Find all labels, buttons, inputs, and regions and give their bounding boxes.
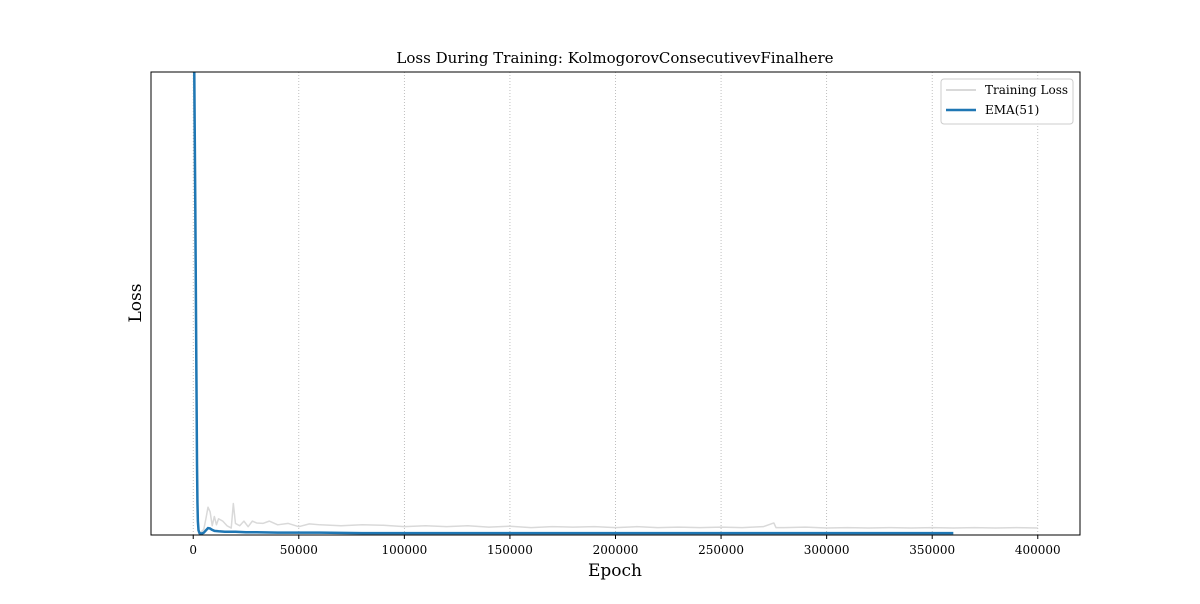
x-tick-label: 250000: [698, 543, 744, 557]
x-tick-label: 100000: [381, 543, 427, 557]
x-tick-label: 200000: [593, 543, 639, 557]
series-line-ema: [193, 72, 954, 535]
series-layer: [192, 72, 1038, 535]
x-tick-label: 0: [189, 543, 197, 557]
x-axis-ticks: 0 50000 100000 150000 200000 250000 300000 3500…: [189, 535, 1061, 557]
x-tick-label: 350000: [909, 543, 955, 557]
x-tick-label: 400000: [1015, 543, 1061, 557]
x-tick-label: 50000: [280, 543, 318, 557]
x-tick-label: 150000: [487, 543, 533, 557]
legend: Training Loss EMA(51): [940, 78, 1074, 125]
x-axis-label: Epoch: [588, 561, 642, 581]
y-axis-label: Loss: [126, 284, 146, 323]
chart-title: Loss During Training: KolmogorovConsecut…: [396, 49, 833, 67]
legend-label-training-loss: Training Loss: [985, 83, 1068, 97]
legend-label-ema: EMA(51): [985, 103, 1039, 117]
series-line-training-loss: [192, 72, 1038, 535]
grid-lines: [192, 72, 1039, 535]
x-tick-label: 300000: [804, 543, 850, 557]
